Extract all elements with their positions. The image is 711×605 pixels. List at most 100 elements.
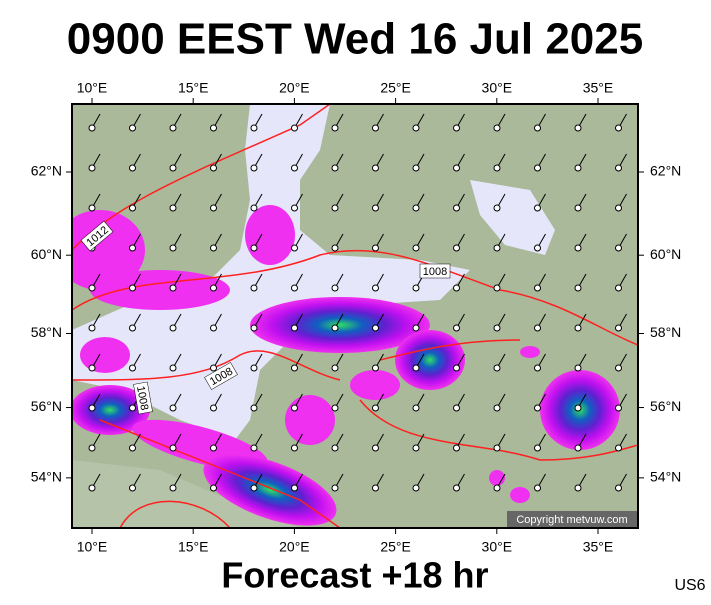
station [534,284,541,292]
station [372,404,379,412]
station [129,204,136,212]
lat-label: 54°N [31,469,62,485]
station [412,444,420,452]
lat-label: 56°N [31,398,62,414]
station [291,244,298,252]
station [88,164,96,172]
lon-label: 35°E [583,80,614,96]
station [412,484,420,492]
lat-label: 60°N [650,246,681,262]
station [129,284,136,292]
station [331,324,339,332]
station [534,444,541,452]
station [331,444,339,452]
station [372,324,379,332]
station [615,324,622,332]
station [169,164,177,172]
station [129,324,136,332]
station [453,444,460,452]
station [453,324,460,332]
copyright: Copyright metvuw.com [516,514,627,526]
station [412,364,420,372]
lon-label: 25°E [380,539,411,555]
station [210,444,217,452]
station [169,324,177,332]
copyright-box [507,511,637,527]
station [250,244,258,252]
station [615,364,622,372]
station [412,204,420,212]
lon-label: 35°E [583,539,614,555]
station [493,244,501,252]
station [129,124,136,132]
station [250,164,258,172]
station [453,124,460,132]
lake [470,180,555,255]
station [210,164,217,172]
sea [72,104,470,440]
station [574,364,582,372]
isobar-label: 1008 [134,385,150,411]
isobar-label: 1008 [423,266,447,278]
isobar-labels: 1012 1008 1008 1008 [80,220,451,415]
station [291,124,298,132]
station [493,284,501,292]
station [534,164,541,172]
station [331,204,339,212]
footer: Forecast +18 hr [221,555,488,596]
lon-label: 30°E [482,80,513,96]
station [129,444,136,452]
station [291,444,298,452]
lon-label: 25°E [380,80,411,96]
station [129,364,136,372]
lon-label: 15°E [178,80,209,96]
wind-stations [88,113,627,492]
station [453,404,460,412]
station [493,204,501,212]
lat-label: 56°N [650,398,681,414]
station [534,324,541,332]
station [574,404,582,412]
station [210,244,217,252]
station [169,444,177,452]
station [372,364,379,372]
station [534,364,541,372]
station [615,404,622,412]
station [534,124,541,132]
station [250,484,258,492]
station [372,124,379,132]
station [88,444,96,452]
station [493,444,501,452]
station [88,204,96,212]
station [291,324,298,332]
station [291,284,298,292]
station [250,364,258,372]
lat-label: 60°N [31,246,62,262]
station [210,284,217,292]
station [574,124,582,132]
graticule-labels: 10°E 10°E 15°E 15°E 20°E 20°E 25°E 25°E 30°E 30°E… [31,80,682,555]
station [574,244,582,252]
station [534,204,541,212]
lon-label: 15°E [178,539,209,555]
station [88,484,96,492]
station [169,244,177,252]
lon-label: 30°E [482,539,513,555]
station [169,404,177,412]
station [493,164,501,172]
station [534,484,541,492]
station [453,364,460,372]
station [210,484,217,492]
station [493,484,501,492]
station [615,484,622,492]
station [331,284,339,292]
station [615,164,622,172]
station [615,244,622,252]
station [453,484,460,492]
station [615,444,622,452]
station [412,404,420,412]
station [493,404,501,412]
station [250,284,258,292]
station [250,404,258,412]
